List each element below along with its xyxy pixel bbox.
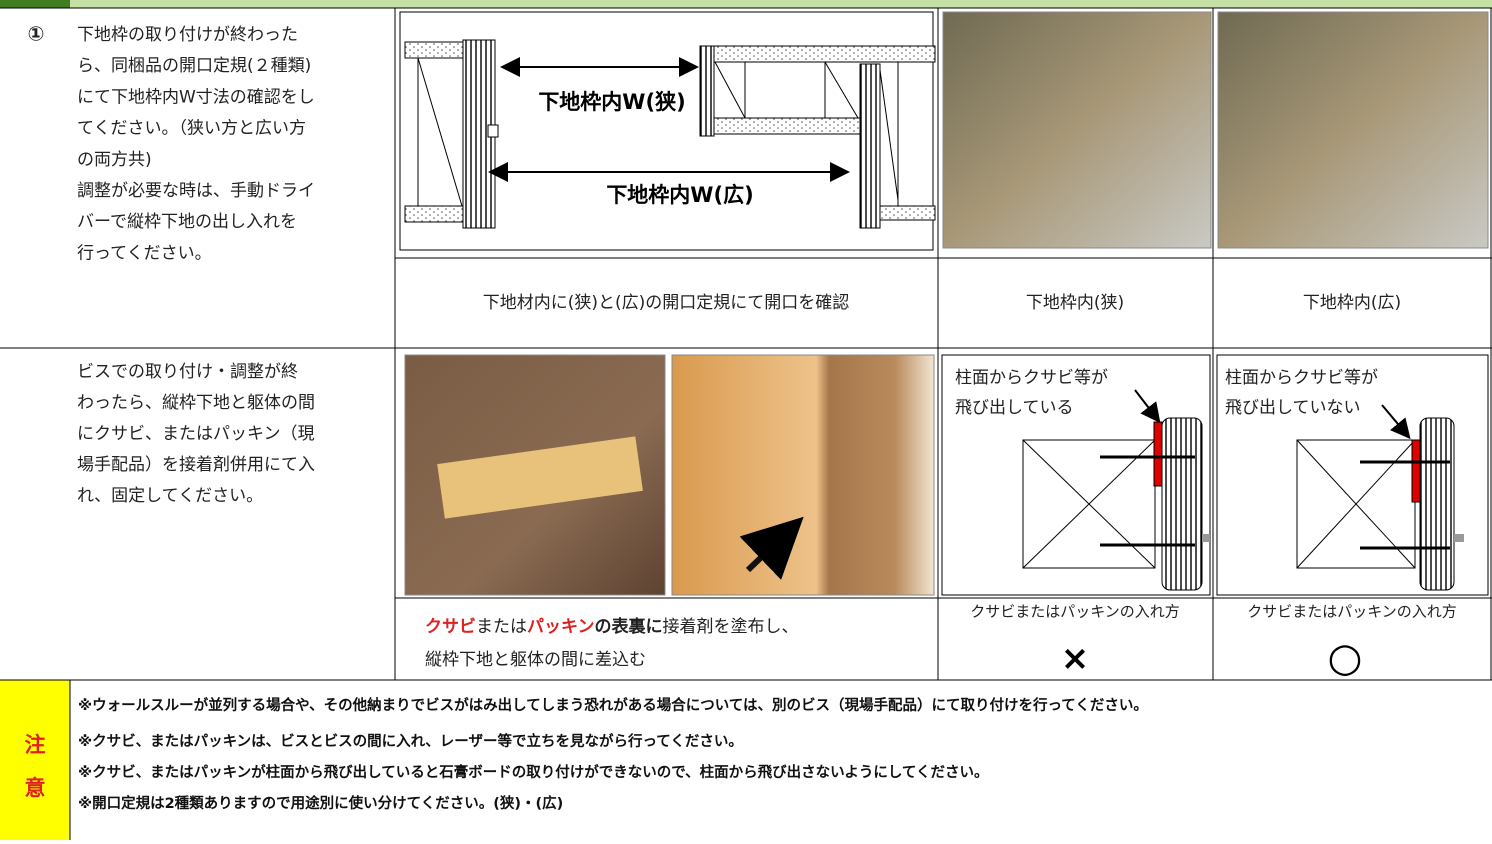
caption-part: または bbox=[476, 617, 527, 637]
diagram-label: 下地枠内W(広) bbox=[606, 183, 753, 207]
caption-part: 接着剤を塗布し、 bbox=[663, 616, 799, 637]
caption: クサビまたはパッキンの表裏に接着剤を塗布し、 bbox=[425, 616, 799, 637]
step-text: バーで縦枠下地の出し入れを bbox=[77, 212, 297, 232]
step-text: ビスでの取り付け・調整が終 bbox=[77, 362, 298, 382]
note-heading: 注 bbox=[25, 733, 46, 757]
mark-symbol: × bbox=[1061, 639, 1090, 679]
step-text: 調整が必要な時は、手動ドライ bbox=[77, 181, 315, 201]
step-text: わったら、縦枠下地と躯体の間 bbox=[77, 393, 315, 413]
step-text: 下地枠の取り付けが終わった bbox=[77, 25, 298, 45]
caption-part: クサビ bbox=[425, 617, 476, 637]
step-text: れ、固定してください。 bbox=[77, 486, 263, 506]
diagram-label: 下地枠内W(狭) bbox=[538, 90, 685, 114]
step-text: てください。（狭い方と広い方 bbox=[77, 119, 306, 139]
note: ※ウォールスルーが並列する場合や、その他納まりでビスがはみ出してしまう恐れがある… bbox=[78, 696, 1148, 714]
mark-symbol: ○ bbox=[1328, 635, 1363, 681]
step-text: の両方共) bbox=[77, 150, 152, 170]
diagram-label: 飛び出していない bbox=[1225, 398, 1361, 418]
step-number: ① bbox=[28, 22, 45, 46]
step-text: ら、同梱品の開口定規(２種類) bbox=[77, 56, 311, 76]
caption: 縦枠下地と躯体の間に差込む bbox=[425, 650, 646, 670]
note-heading: 意 bbox=[25, 776, 46, 800]
diagram-label: 飛び出している bbox=[955, 398, 1074, 418]
note: ※クサビ、またはパッキンが柱面から飛び出していると石膏ボードの取り付けができない… bbox=[78, 763, 988, 781]
caption: 下地枠内(狭) bbox=[1026, 293, 1124, 313]
step-text: にクサビ、またはパッキン（現 bbox=[77, 424, 315, 444]
step-text: にて下地枠内W寸法の確認をし bbox=[77, 87, 315, 107]
caption: クサビまたはパッキンの入れ方 bbox=[970, 603, 1180, 621]
step-text: 行ってください。 bbox=[77, 243, 212, 263]
caption: クサビまたはパッキンの入れ方 bbox=[1247, 603, 1457, 621]
diagram-label: 柱面からクサビ等が bbox=[1225, 368, 1378, 388]
note: ※開口定規は2種類ありますので用途別に使い分けてください。(狭)・(広) bbox=[78, 794, 563, 812]
diagram-label: 柱面からクサビ等が bbox=[955, 368, 1108, 388]
caption: 下地材内に(狭)と(広)の開口定規にて開口を確認 bbox=[483, 293, 850, 313]
note: ※クサビ、またはパッキンは、ビスとビスの間に入れ、レーザー等で立ちを見ながら行っ… bbox=[78, 732, 743, 750]
step-text: 場手配品）を接着剤併用にて入 bbox=[77, 455, 315, 475]
caption-part: の表裏に bbox=[595, 616, 663, 637]
caption: 下地枠内(広) bbox=[1303, 293, 1401, 313]
caption-part: パッキン bbox=[527, 617, 595, 637]
